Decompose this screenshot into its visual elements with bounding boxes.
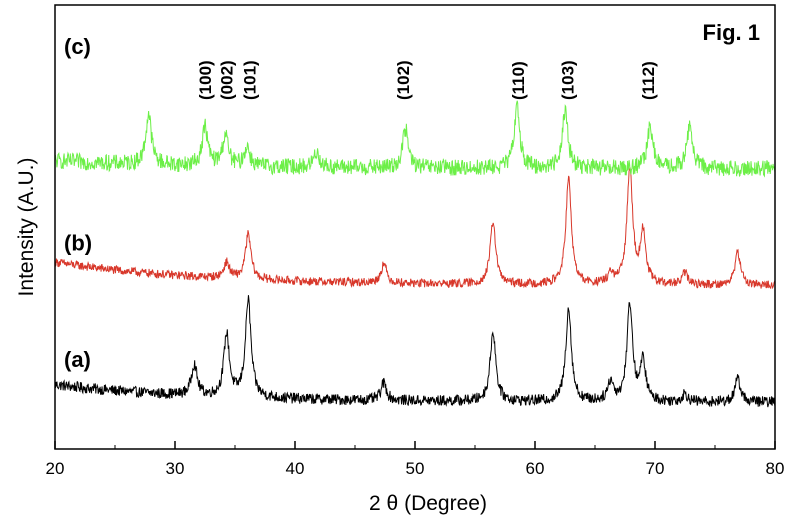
peak-labels: (100) (002) (101) (102) (110) (103) (112)	[196, 60, 658, 100]
x-tick-label-70: 70	[646, 459, 665, 478]
x-tick-label-60: 60	[526, 459, 545, 478]
x-tick-label-40: 40	[286, 459, 305, 478]
x-tick-label-50: 50	[406, 459, 425, 478]
series-label-a: (a)	[64, 347, 91, 372]
series-label-b: (b)	[64, 230, 92, 255]
series-line-b	[54, 167, 776, 290]
peak-label: (100)	[196, 60, 215, 100]
x-tick-label-20: 20	[46, 459, 65, 478]
figure-title: Fig. 1	[703, 20, 760, 45]
series-label-c: (c)	[64, 34, 91, 59]
peak-label: (002)	[218, 60, 237, 100]
peak-label: (112)	[639, 61, 658, 100]
y-axis-label: Intensity (A.U.)	[15, 158, 38, 297]
x-axis-label: 2 θ (Degree)	[369, 492, 487, 515]
peak-label: (101)	[240, 60, 259, 100]
peak-label: (110)	[509, 61, 528, 100]
series-layer: (a) (b) (c)	[54, 34, 776, 408]
peak-label: (103)	[558, 60, 577, 100]
series-line-a	[54, 295, 776, 408]
x-axis-ticks: 20 30 40 50 60 70 80	[46, 441, 785, 478]
series-line-c	[54, 100, 776, 178]
plot-frame	[54, 4, 776, 450]
x-tick-label-80: 80	[766, 459, 785, 478]
x-tick-label-30: 30	[166, 459, 185, 478]
peak-label: (102)	[394, 60, 413, 100]
